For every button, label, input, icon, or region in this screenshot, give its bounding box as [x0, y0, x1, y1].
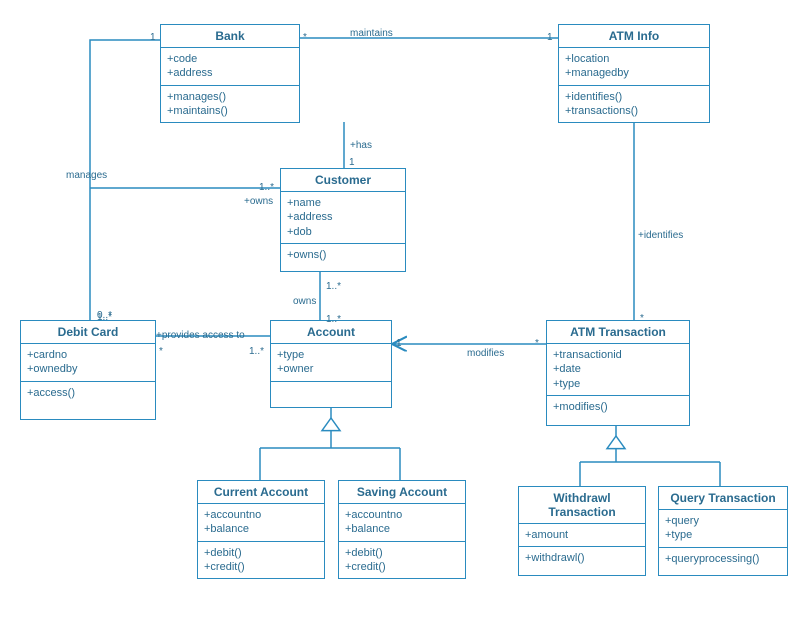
class-operations: +queryprocessing()	[659, 548, 787, 570]
multiplicity: 1	[547, 32, 553, 43]
attribute: +balance	[345, 522, 459, 536]
edge-label: manages	[66, 170, 107, 181]
operation: +access()	[27, 386, 149, 400]
multiplicity: 1	[150, 32, 156, 43]
class-operations: +owns()	[281, 244, 405, 266]
class-operations: +debit()+credit()	[198, 542, 324, 579]
operation: +queryprocessing()	[665, 552, 781, 566]
class-title: Current Account	[198, 481, 324, 504]
operation: +manages()	[167, 90, 293, 104]
class-title: Customer	[281, 169, 405, 192]
operation: +credit()	[345, 560, 459, 574]
multiplicity: 1..*	[326, 314, 341, 325]
edge-label: maintains	[350, 28, 393, 39]
class-operations: +manages()+maintains()	[161, 86, 299, 123]
attribute: +accountno	[345, 508, 459, 522]
class-title: ATM Info	[559, 25, 709, 48]
attribute: +managedby	[565, 66, 703, 80]
operation: +identifies()	[565, 90, 703, 104]
class-attributes: +transactionid+date+type	[547, 344, 689, 396]
multiplicity: 1	[349, 157, 355, 168]
edge-label: modifies	[467, 348, 504, 359]
operation: +withdrawl()	[525, 551, 639, 565]
edge-label: +owns	[244, 196, 273, 207]
class-attributes: +location+managedby	[559, 48, 709, 86]
attribute: +transactionid	[553, 348, 683, 362]
operation: +debit()	[345, 546, 459, 560]
attribute: +dob	[287, 225, 399, 239]
multiplicity: *	[303, 32, 307, 43]
attribute: +name	[287, 196, 399, 210]
edge-label: +provides access to	[156, 330, 245, 341]
attribute: +address	[287, 210, 399, 224]
class-savingaccount: Saving Account+accountno+balance+debit()…	[338, 480, 466, 579]
operation: +credit()	[204, 560, 318, 574]
class-title: Withdrawl Transaction	[519, 487, 645, 524]
attribute: +type	[277, 348, 385, 362]
class-attributes: +cardno+ownedby	[21, 344, 155, 382]
attribute: +date	[553, 362, 683, 376]
attribute: +code	[167, 52, 293, 66]
multiplicity: 1..*	[249, 346, 264, 357]
operation: +owns()	[287, 248, 399, 262]
class-title: ATM Transaction	[547, 321, 689, 344]
class-operations: +identifies()+transactions()	[559, 86, 709, 123]
attribute: +ownedby	[27, 362, 149, 376]
class-currentaccount: Current Account+accountno+balance+debit(…	[197, 480, 325, 579]
class-attributes: +accountno+balance	[198, 504, 324, 542]
class-operations: +access()	[21, 382, 155, 404]
class-title: Bank	[161, 25, 299, 48]
edge-label: +identifies	[638, 230, 683, 241]
multiplicity: *	[640, 313, 644, 324]
multiplicity: *	[535, 338, 539, 349]
class-atminfo: ATM Info+location+managedby+identifies()…	[558, 24, 710, 123]
class-query: Query Transaction+query+type+queryproces…	[658, 486, 788, 576]
class-attributes: +amount	[519, 524, 645, 547]
operation: +maintains()	[167, 104, 293, 118]
attribute: +owner	[277, 362, 385, 376]
attribute: +address	[167, 66, 293, 80]
class-withdrawl: Withdrawl Transaction +amount +withdrawl()	[518, 486, 646, 576]
attribute: +type	[665, 528, 781, 542]
class-debitcard: Debit Card+cardno+ownedby+access()	[20, 320, 156, 420]
class-operations: +debit()+credit()	[339, 542, 465, 579]
class-operations	[271, 382, 391, 404]
multiplicity: 1..*	[326, 281, 341, 292]
class-bank: Bank+code+address+manages()+maintains()	[160, 24, 300, 123]
attribute: +location	[565, 52, 703, 66]
multiplicity: 0..*	[97, 310, 112, 321]
operation: +debit()	[204, 546, 318, 560]
class-operations: +modifies()	[547, 396, 689, 418]
edge-label: +has	[350, 140, 372, 151]
class-attributes: +query+type	[659, 510, 787, 548]
operation: +modifies()	[553, 400, 683, 414]
uml-diagram-canvas: Bank+code+address+manages()+maintains()A…	[0, 0, 800, 623]
attribute: +accountno	[204, 508, 318, 522]
class-attributes: +accountno+balance	[339, 504, 465, 542]
multiplicity: 1	[396, 338, 402, 349]
class-title: Debit Card	[21, 321, 155, 344]
class-attributes: +name+address+dob	[281, 192, 405, 244]
attribute: +cardno	[27, 348, 149, 362]
attribute: +balance	[204, 522, 318, 536]
class-account: Account+type+owner	[270, 320, 392, 408]
operation: +transactions()	[565, 104, 703, 118]
multiplicity: 1..*	[259, 182, 274, 193]
attribute: +amount	[525, 528, 639, 542]
class-attributes: +code+address	[161, 48, 299, 86]
class-atmtransaction: ATM Transaction+transactionid+date+type+…	[546, 320, 690, 426]
attribute: +type	[553, 377, 683, 391]
class-operations: +withdrawl()	[519, 547, 645, 569]
class-customer: Customer+name+address+dob+owns()	[280, 168, 406, 272]
class-title: Query Transaction	[659, 487, 787, 510]
multiplicity: *	[159, 346, 163, 357]
edge-label: owns	[293, 296, 316, 307]
attribute: +query	[665, 514, 781, 528]
class-attributes: +type+owner	[271, 344, 391, 382]
class-title: Saving Account	[339, 481, 465, 504]
operation	[277, 386, 385, 400]
